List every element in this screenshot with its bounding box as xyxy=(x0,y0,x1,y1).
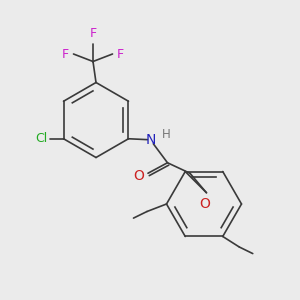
Text: Cl: Cl xyxy=(35,132,47,145)
Text: F: F xyxy=(62,47,69,61)
Text: H: H xyxy=(161,128,170,141)
Text: O: O xyxy=(200,197,210,211)
Text: N: N xyxy=(146,133,156,147)
Text: F: F xyxy=(117,47,124,61)
Text: O: O xyxy=(134,169,144,183)
Text: F: F xyxy=(89,27,97,40)
